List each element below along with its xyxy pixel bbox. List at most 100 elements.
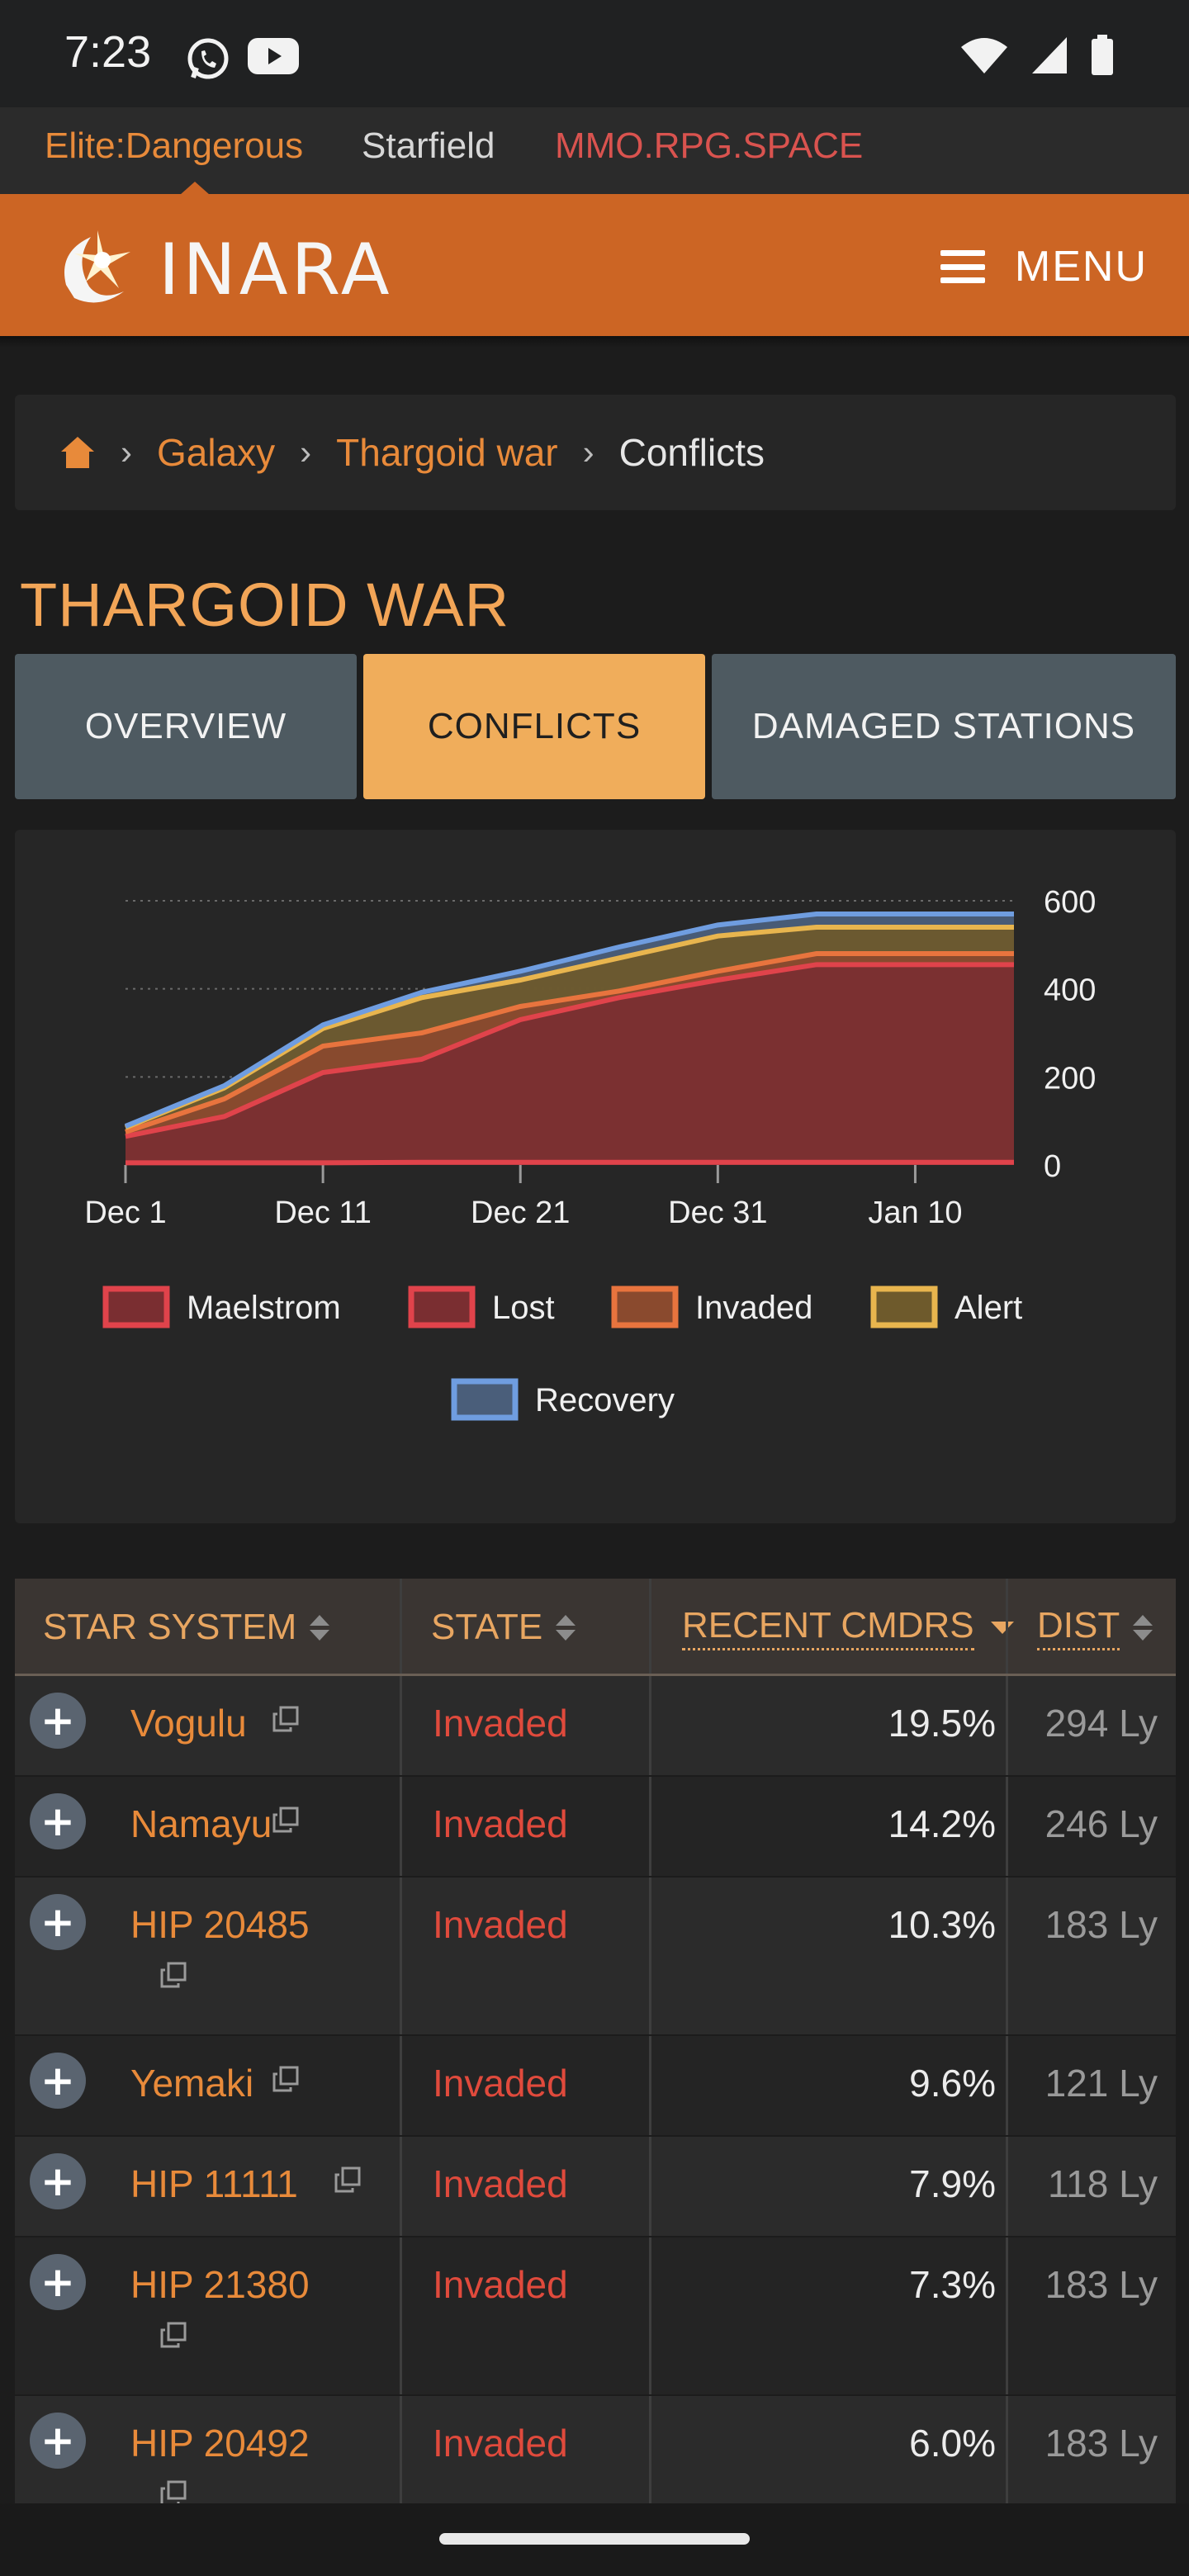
star-system-link[interactable]: Vogulu	[130, 1702, 247, 1745]
x-tick-label: Dec 31	[668, 1196, 767, 1230]
sort-desc-icon	[990, 1621, 1014, 1634]
system-state: Invaded	[433, 1903, 568, 1946]
star-system-link[interactable]: HIP 21380	[130, 2263, 310, 2306]
active-site-caret	[180, 182, 210, 195]
star-system-link[interactable]: HIP 20485	[130, 1903, 310, 1946]
system-state: Invaded	[433, 1702, 568, 1745]
column-header-recent-cmdrs[interactable]: RECENT CMDRS	[682, 1579, 1014, 1676]
conflicts-chart: 0 200 400 600 Dec 1 Dec 11 Dec 21 Dec 31 Jan 10 M…	[15, 830, 1176, 1523]
recent-cmdrs-value: 10.3%	[888, 1903, 996, 1946]
site-tab-elite[interactable]: Elite:Dangerous	[45, 125, 304, 166]
hamburger-icon	[940, 250, 985, 283]
distance-value: 183 Ly	[1045, 2263, 1158, 2306]
breadcrumb-thargoid-war[interactable]: Thargoid war	[336, 431, 558, 474]
column-divider	[400, 2237, 402, 2394]
line-recovery	[124, 912, 1014, 1129]
star-system-link[interactable]: Namayu	[130, 1802, 272, 1845]
legend-swatch	[611, 1286, 679, 1328]
column-header-label: DIST	[1037, 1605, 1120, 1650]
column-divider	[1006, 2237, 1008, 2394]
copy-icon[interactable]	[271, 1805, 301, 1838]
column-divider	[649, 2137, 651, 2236]
expand-row-button[interactable]: +	[30, 1894, 86, 1950]
expand-row-button[interactable]: +	[30, 1793, 86, 1849]
column-divider	[1006, 2137, 1008, 2236]
column-divider	[1006, 1579, 1008, 1674]
area-lost	[126, 964, 1014, 1165]
column-divider	[1006, 1676, 1008, 1775]
copy-icon[interactable]	[271, 1704, 301, 1737]
distance-value: 246 Ly	[1045, 1802, 1158, 1845]
star-system-link[interactable]: Yemaki	[130, 2062, 254, 2105]
recent-cmdrs-value: 6.0%	[909, 2422, 996, 2465]
home-gesture-handle[interactable]	[439, 2533, 750, 2545]
column-divider	[649, 1777, 651, 1876]
tab-overview[interactable]: OVERVIEW	[15, 654, 357, 799]
site-tab-mmo[interactable]: MMO.RPG.SPACE	[555, 125, 864, 166]
table-body: + Vogulu Invaded 19.5% 294 Ly + Namayu Invaded 1…	[15, 1676, 1176, 2555]
table-row: + HIP 21380 Invaded 7.3% 183 Ly	[15, 2237, 1176, 2396]
x-tick-label: Dec 21	[471, 1196, 570, 1230]
system-nav-bar	[0, 2503, 1189, 2576]
home-icon[interactable]	[59, 435, 96, 470]
recent-cmdrs-value: 14.2%	[888, 1802, 996, 1845]
y-tick-label: 400	[1044, 973, 1096, 1008]
legend-swatch	[451, 1378, 519, 1421]
system-state: Invaded	[433, 2263, 568, 2306]
inara-logo-icon[interactable]	[50, 219, 149, 310]
star-system-link[interactable]: HIP 20492	[130, 2422, 310, 2465]
column-header-state[interactable]: STATE	[431, 1579, 576, 1676]
site-tab-starfield[interactable]: Starfield	[362, 125, 495, 166]
legend-label-recovery: Recovery	[535, 1382, 675, 1418]
youtube-icon	[248, 38, 299, 74]
system-state: Invaded	[433, 2062, 568, 2105]
logo-text[interactable]: INARA	[159, 229, 393, 311]
expand-row-button[interactable]: +	[30, 2254, 86, 2310]
column-header-star-system[interactable]: STAR SYSTEM	[43, 1579, 330, 1676]
column-divider	[1006, 1878, 1008, 2034]
column-divider	[649, 1579, 651, 1674]
column-divider	[1006, 2396, 1008, 2553]
tab-conflicts[interactable]: CONFLICTS	[363, 654, 705, 799]
tab-damaged-stations[interactable]: DAMAGED STATIONS	[712, 654, 1176, 799]
column-divider	[1006, 2036, 1008, 2135]
x-tick-label: Jan 10	[868, 1196, 962, 1230]
y-tick-label: 0	[1044, 1149, 1061, 1184]
table-row: + HIP 11111 Invaded 7.9% 118 Ly	[15, 2137, 1176, 2237]
battery-icon	[1092, 35, 1113, 75]
expand-row-button[interactable]: +	[30, 2413, 86, 2469]
star-system-link[interactable]: HIP 11111	[130, 2162, 298, 2205]
column-header-label: RECENT CMDRS	[682, 1605, 974, 1650]
legend-swatch	[870, 1286, 938, 1328]
y-tick-label: 600	[1044, 885, 1096, 920]
line-lost	[125, 962, 1014, 1139]
column-divider	[400, 1579, 402, 1674]
table-header: STAR SYSTEM STATE RECENT CMDRS DIST	[15, 1579, 1176, 1676]
column-divider	[400, 1777, 402, 1876]
recent-cmdrs-value: 9.6%	[909, 2062, 996, 2105]
table-row: + HIP 20485 Invaded 10.3% 183 Ly	[15, 1878, 1176, 2036]
signal-icon	[1032, 37, 1067, 73]
x-tick-label: Dec 1	[84, 1196, 166, 1230]
expand-row-button[interactable]: +	[30, 1693, 86, 1749]
recent-cmdrs-value: 7.9%	[909, 2162, 996, 2205]
y-tick-label: 200	[1044, 1061, 1096, 1096]
chart-svg: 0 200 400 600 Dec 1 Dec 11 Dec 21 Dec 31 Jan 10 M…	[84, 885, 1096, 1421]
table-row: + Namayu Invaded 14.2% 246 Ly	[15, 1777, 1176, 1878]
system-state: Invaded	[433, 2422, 568, 2465]
copy-icon[interactable]	[271, 2064, 301, 2097]
expand-row-button[interactable]: +	[30, 2053, 86, 2109]
breadcrumb-galaxy[interactable]: Galaxy	[157, 431, 276, 474]
status-bar: 7:23	[0, 0, 1189, 107]
copy-icon[interactable]	[159, 2320, 188, 2353]
expand-row-button[interactable]: +	[30, 2153, 86, 2209]
conflicts-table: STAR SYSTEM STATE RECENT CMDRS DIST + Vog…	[15, 1579, 1176, 2555]
menu-button[interactable]: MENU	[940, 242, 1148, 291]
legend-label-alert: Alert	[955, 1290, 1022, 1326]
column-divider	[400, 2036, 402, 2135]
copy-icon[interactable]	[159, 1960, 188, 1993]
distance-value: 183 Ly	[1045, 2422, 1158, 2465]
site-switcher: Elite:Dangerous Starfield MMO.RPG.SPACE	[0, 107, 1189, 195]
column-header-dist[interactable]: DIST	[1037, 1579, 1153, 1676]
copy-icon[interactable]	[333, 2165, 362, 2198]
